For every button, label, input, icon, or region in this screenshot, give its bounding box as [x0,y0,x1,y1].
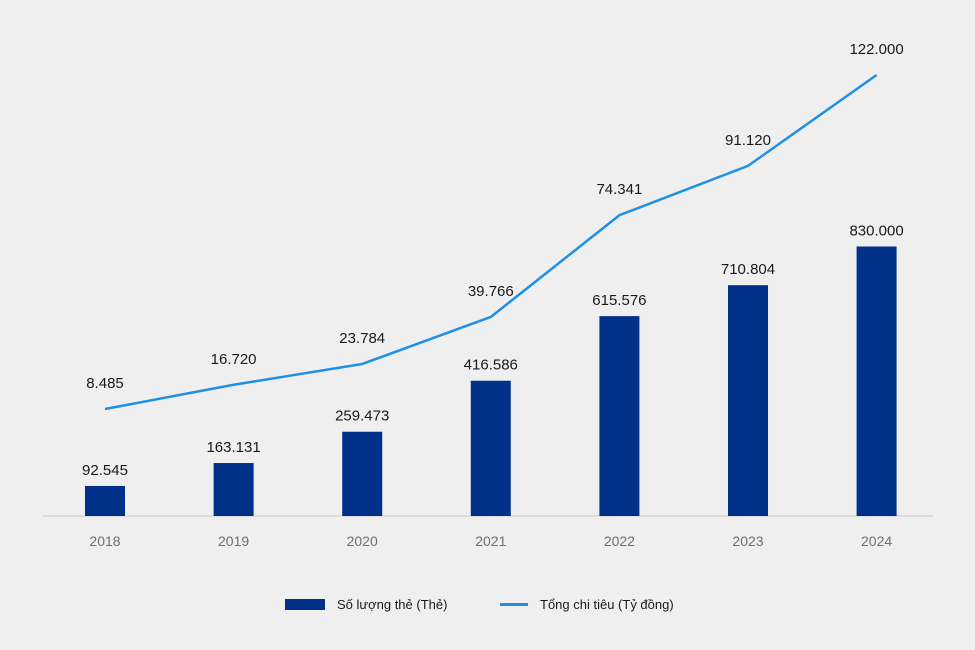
bar-value-label: 259.473 [335,408,389,425]
x-tick-label: 2019 [218,533,249,549]
bar [599,316,640,516]
bar [85,485,125,516]
line-value-label: 91.120 [725,132,771,149]
bar [470,380,511,516]
legend-item-line: Tổng chi tiêu (Tỷ đồng) [500,597,674,612]
line-value-label: 74.341 [596,181,642,198]
bar-value-label: 92.545 [82,462,128,479]
line-series [104,73,878,411]
bar-value-label: 163.131 [206,439,260,456]
legend-swatch-line [500,603,528,606]
x-tick-label: 2020 [347,533,378,549]
bar [728,285,768,516]
legend-swatch-bars [285,599,325,610]
line-value-label: 16.720 [211,351,257,368]
bar-value-label: 830.000 [849,222,903,239]
x-tick-label: 2018 [89,533,120,549]
bar [213,463,254,516]
x-tick-label: 2022 [604,533,635,549]
bar [342,431,383,516]
line-value-label: 8.485 [86,375,124,392]
bar-value-label: 710.804 [721,261,775,278]
bar-value-label: 416.586 [464,357,518,374]
legend-item-bars: Số lượng thẻ (Thẻ) [285,597,447,612]
legend: Số lượng thẻ (Thẻ) Tổng chi tiêu (Tỷ đồn… [0,597,975,617]
bar [856,246,897,516]
x-tick-label: 2021 [475,533,506,549]
x-tick-label: 2024 [861,533,892,549]
legend-label-bars: Số lượng thẻ (Thẻ) [337,597,448,612]
bar-value-label: 615.576 [592,292,646,309]
x-tick-label: 2023 [732,533,763,549]
line-value-label: 39.766 [468,283,514,300]
line-value-label: 23.784 [339,330,385,347]
legend-label-line: Tổng chi tiêu (Tỷ đồng) [540,597,674,612]
line-value-label: 122.000 [849,41,903,58]
